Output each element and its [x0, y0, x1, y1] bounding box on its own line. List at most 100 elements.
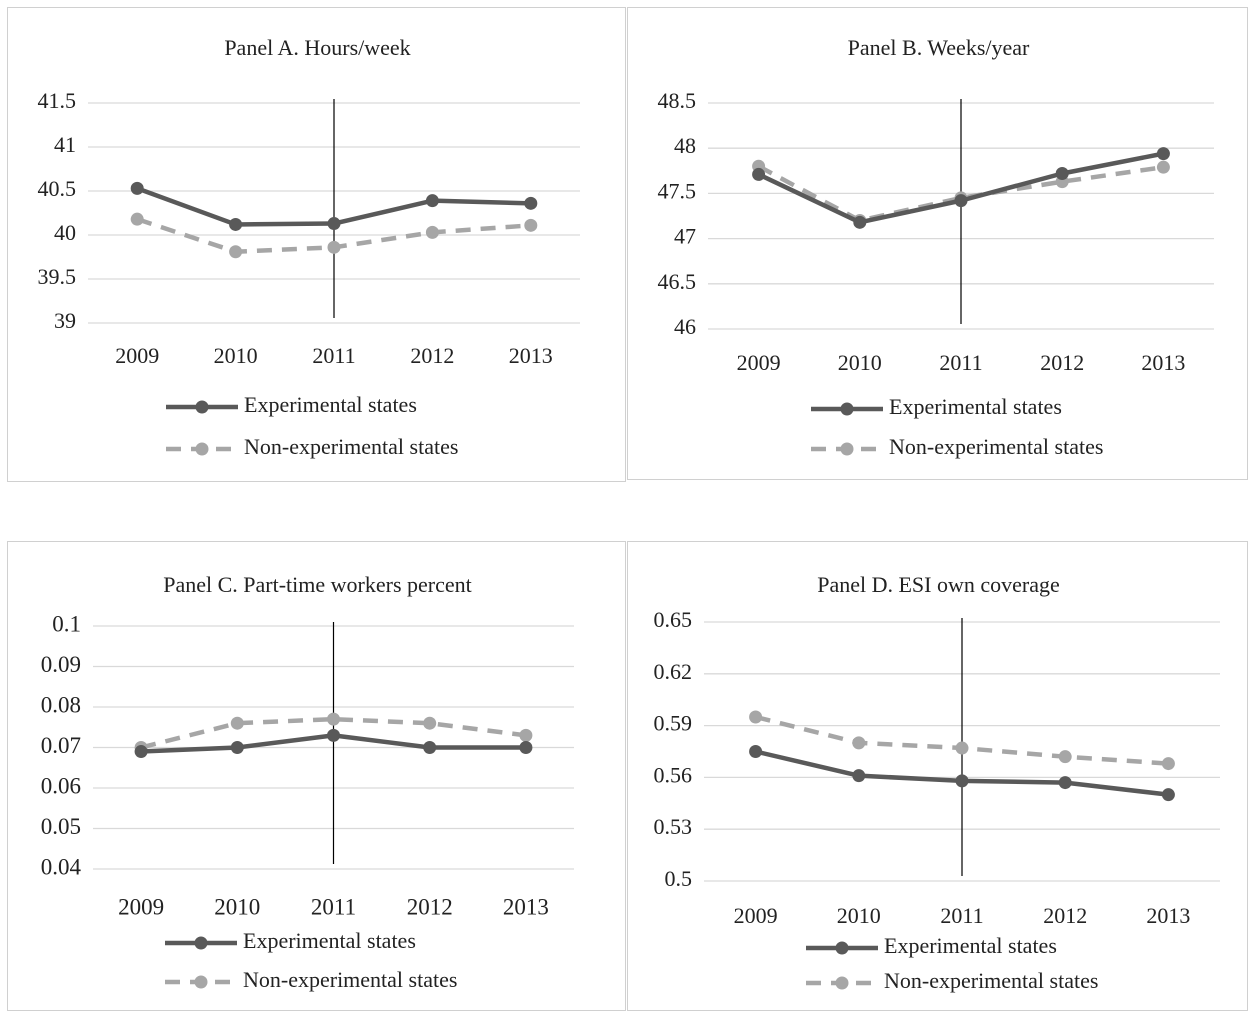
- experimental-point: [327, 728, 340, 742]
- y-tick-label: 0.07: [41, 733, 81, 758]
- experimental-point: [955, 774, 969, 788]
- legend-label: Experimental states: [884, 933, 1057, 958]
- chart-b: Panel B. Weeks/year 46 46.5 47 47.5 48 48.5 200…: [658, 35, 1214, 459]
- y-tick-label: 47: [674, 224, 696, 249]
- legend-swatch-marker: [194, 936, 208, 950]
- experimental-point: [1161, 788, 1175, 802]
- y-tick-label: 0.08: [41, 692, 81, 717]
- experimental-point: [1055, 167, 1069, 181]
- y-tick-label: 48.5: [658, 88, 697, 113]
- legend-swatch-marker: [195, 400, 209, 414]
- experimental-point: [327, 217, 341, 231]
- x-tick-label: 2009: [737, 350, 781, 375]
- legend-swatch-marker: [835, 976, 849, 990]
- chart-title: Panel D. ESI own coverage: [817, 572, 1060, 597]
- legend-swatch-marker: [840, 442, 854, 456]
- chart-title: Panel A. Hours/week: [224, 35, 410, 60]
- y-tick-label: 0.62: [654, 659, 693, 684]
- x-tick-label: 2009: [118, 894, 164, 919]
- y-tick-label: 46: [674, 314, 696, 339]
- legend-label: Experimental states: [244, 392, 417, 417]
- y-tick-label: 47.5: [658, 178, 697, 203]
- x-tick-label: 2011: [311, 894, 356, 919]
- x-tick-label: 2011: [939, 350, 982, 375]
- y-tick-label: 0.53: [654, 814, 693, 839]
- non-experimental-point: [749, 710, 763, 724]
- y-tick-label: 0.04: [41, 854, 82, 879]
- y-tick-label: 39.5: [38, 264, 77, 289]
- panel-c: Panel C. Part-time workers percent 0.04 0.…: [7, 541, 626, 1011]
- y-tick-label: 0.5: [665, 866, 693, 891]
- legend-label: Experimental states: [243, 928, 416, 953]
- experimental-point: [853, 215, 867, 229]
- y-tick-label: 0.05: [41, 814, 81, 839]
- y-tick-label: 41: [54, 132, 76, 157]
- experimental-point: [130, 181, 144, 195]
- legend-label: Non-experimental states: [243, 967, 457, 992]
- non-experimental-point: [327, 240, 341, 254]
- y-tick-label: 39: [54, 308, 76, 333]
- x-tick-label: 2011: [312, 343, 355, 368]
- non-experimental-point: [955, 741, 969, 755]
- legend-swatch-marker: [840, 402, 854, 416]
- legend-label: Non-experimental states: [884, 968, 1098, 993]
- experimental-point: [519, 741, 533, 754]
- experimental-point: [229, 217, 243, 231]
- non-experimental-point: [229, 245, 243, 259]
- experimental-point: [1058, 776, 1072, 790]
- panel-d: Panel D. ESI own coverage 0.5 0.53 0.56 0.59…: [627, 541, 1248, 1011]
- non-experimental-point: [524, 218, 538, 232]
- y-tick-label: 41.5: [38, 88, 77, 113]
- non-experimental-point: [1161, 757, 1175, 771]
- y-tick-label: 0.06: [41, 773, 81, 798]
- x-tick-label: 2012: [1043, 903, 1087, 928]
- non-experimental-point: [425, 225, 439, 239]
- experimental-point: [852, 769, 866, 783]
- panel-b: Panel B. Weeks/year 46 46.5 47 47.5 48 48.5 200…: [627, 7, 1248, 480]
- x-tick-label: 2013: [509, 343, 553, 368]
- non-experimental-point: [519, 728, 533, 742]
- experimental-point: [230, 741, 244, 754]
- x-tick-label: 2010: [838, 350, 882, 375]
- non-experimental-point: [1058, 750, 1072, 764]
- experimental-point: [1156, 147, 1170, 161]
- x-tick-label: 2013: [1146, 903, 1190, 928]
- experimental-point: [423, 741, 437, 754]
- legend-label: Experimental states: [889, 394, 1062, 419]
- legend-swatch-marker: [195, 442, 209, 456]
- legend-label: Non-experimental states: [244, 434, 458, 459]
- x-tick-label: 2013: [503, 894, 549, 919]
- x-tick-label: 2012: [1040, 350, 1084, 375]
- x-tick-label: 2010: [214, 343, 258, 368]
- experimental-point: [954, 194, 968, 208]
- legend-swatch-marker: [194, 975, 208, 989]
- non-experimental-point: [852, 736, 866, 750]
- non-experimental-point: [327, 712, 340, 726]
- y-tick-label: 0.56: [654, 762, 693, 787]
- x-tick-label: 2012: [407, 894, 453, 919]
- y-tick-label: 0.1: [52, 611, 81, 636]
- y-tick-label: 48: [674, 133, 696, 158]
- y-tick-label: 40.5: [38, 176, 77, 201]
- y-tick-label: 40: [54, 220, 76, 245]
- chart-a: Panel A. Hours/week 39 39.5 40 40.5 41 41.5 200…: [38, 35, 580, 459]
- experimental-point: [134, 745, 148, 759]
- non-experimental-point: [130, 212, 144, 226]
- x-tick-label: 2013: [1141, 350, 1185, 375]
- chart-title: Panel B. Weeks/year: [848, 35, 1030, 60]
- x-tick-label: 2012: [410, 343, 454, 368]
- non-experimental-series-line: [757, 164, 1164, 223]
- x-tick-label: 2010: [837, 903, 881, 928]
- chart-c: Panel C. Part-time workers percent 0.04 0.…: [41, 572, 574, 992]
- experimental-point: [524, 196, 538, 210]
- chart-d: Panel D. ESI own coverage 0.5 0.53 0.56 0.59…: [654, 572, 1220, 993]
- x-tick-label: 2011: [940, 903, 983, 928]
- y-tick-label: 0.59: [654, 711, 693, 736]
- x-tick-label: 2009: [115, 343, 159, 368]
- non-experimental-point: [423, 716, 437, 730]
- non-experimental-point: [1156, 160, 1170, 174]
- y-tick-label: 0.09: [41, 652, 81, 677]
- experimental-point: [425, 194, 439, 208]
- x-tick-label: 2010: [214, 894, 260, 919]
- y-tick-label: 0.65: [654, 607, 693, 632]
